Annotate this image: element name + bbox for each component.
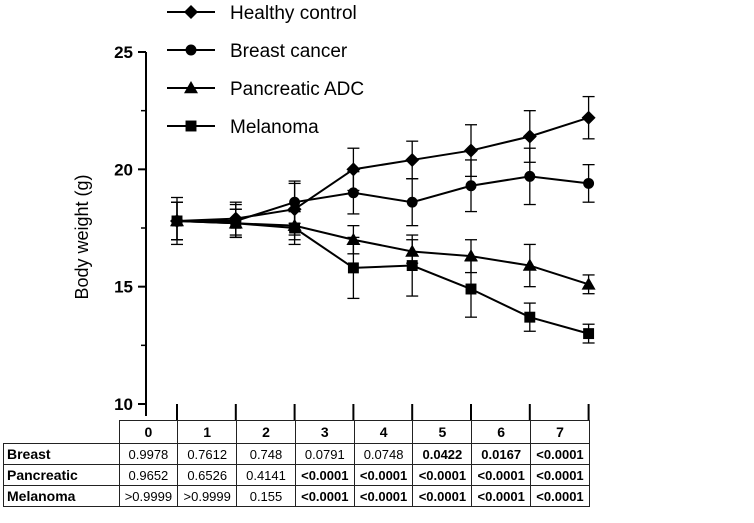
series-layer: [170, 95, 596, 344]
y-axis-title: Body weight (g): [72, 174, 92, 299]
table-row: Breast 0.9978 0.7612 0.748 0.0791 0.0748 0.042…: [3, 443, 590, 465]
table-column-header: 3: [294, 420, 355, 444]
data-point-breast-cancer: [406, 196, 418, 208]
table-row-label: Pancreatic: [3, 464, 120, 486]
table-cell: >0.9999: [177, 485, 238, 507]
table-cell: 0.9978: [118, 443, 179, 465]
table-corner-cell: [3, 420, 120, 444]
table-cell: <0.0001: [294, 464, 355, 486]
table-column-header: 5: [412, 420, 473, 444]
data-point-melanoma: [347, 262, 359, 274]
data-point-melanoma: [171, 215, 183, 227]
legend-label-pancreatic-adc: Pancreatic ADC: [230, 79, 364, 100]
body-weight-chart: Healthy control Breast cancer Pancreatic A…: [72, 3, 596, 420]
legend-marker-pancreatic-adc: [184, 81, 198, 94]
legend-marker-melanoma: [185, 120, 197, 132]
y-tick-label: 10: [114, 395, 133, 414]
data-point-breast-cancer: [583, 177, 595, 189]
table-column-header: 7: [530, 420, 590, 444]
table-cell: <0.0001: [294, 485, 355, 507]
data-point-melanoma: [583, 328, 595, 340]
y-tick-label: 25: [114, 43, 133, 62]
legend: Healthy control Breast cancer Pancreatic A…: [167, 3, 364, 138]
table-column-header: 2: [236, 420, 296, 444]
y-tick-label: 20: [114, 160, 133, 179]
data-point-healthy-control: [522, 129, 537, 144]
table-cell: <0.0001: [412, 485, 473, 507]
data-point-melanoma: [406, 260, 418, 272]
table-cell: <0.0001: [530, 464, 590, 486]
legend-marker-breast-cancer: [185, 44, 197, 56]
data-point-melanoma: [524, 311, 536, 323]
data-point-healthy-control: [464, 143, 478, 158]
table-cell: <0.0001: [353, 464, 414, 486]
table-cell: <0.0001: [412, 464, 473, 486]
series-line-breast-cancer: [177, 175, 589, 222]
table-cell: <0.0001: [353, 485, 414, 507]
data-point-breast-cancer: [289, 196, 301, 208]
series-line-melanoma: [176, 219, 589, 335]
data-point-breast-cancer: [347, 187, 359, 199]
legend-marker-healthy-control: [184, 5, 198, 19]
series-line-pancreatic-adc: [176, 219, 589, 286]
data-point-pancreatic-adc: [522, 258, 537, 271]
table-column-header: 0: [118, 420, 179, 444]
data-point-pancreatic-adc: [464, 249, 478, 262]
data-point-healthy-control: [581, 110, 596, 125]
data-point-melanoma: [465, 283, 477, 295]
data-point-healthy-control: [346, 162, 361, 177]
data-point-breast-cancer: [524, 170, 536, 182]
data-point-melanoma: [230, 217, 242, 229]
data-point-pancreatic-adc: [581, 277, 596, 290]
table-cell: 0.0791: [294, 443, 355, 465]
legend-label-melanoma: Melanoma: [230, 117, 319, 138]
table-cell: >0.9999: [118, 485, 179, 507]
table-row: Pancreatic 0.9652 0.6526 0.4141 <0.0001 <0.00…: [3, 464, 590, 486]
series-melanoma: [171, 201, 595, 344]
table-cell: <0.0001: [530, 485, 590, 507]
table-column-header: 4: [353, 420, 414, 444]
table-cell: 0.0748: [353, 443, 414, 465]
table-cell: 0.0422: [412, 443, 473, 465]
legend-label-healthy-control: Healthy control: [230, 3, 357, 24]
y-tick-label: 15: [114, 278, 133, 297]
table-cell: 0.9652: [118, 464, 179, 486]
data-point-breast-cancer: [465, 180, 477, 192]
table-cell: <0.0001: [471, 485, 532, 507]
table-cell: <0.0001: [530, 443, 590, 465]
legend-label-breast-cancer: Breast cancer: [230, 41, 348, 62]
table-column-header: 6: [471, 420, 532, 444]
table-cell: 0.7612: [177, 443, 238, 465]
table-cell: <0.0001: [471, 464, 532, 486]
table-cell: 0.0167: [471, 443, 532, 465]
data-point-melanoma: [289, 222, 301, 234]
table-row: Melanoma >0.9999 >0.9999 0.155 <0.0001 <0.000…: [3, 485, 590, 507]
table-cell: 0.155: [236, 485, 296, 507]
table-column-header: 1: [177, 420, 238, 444]
data-point-healthy-control: [405, 152, 420, 167]
table-cell: 0.6526: [177, 464, 238, 486]
p-value-table: 0 1 2 3 4 5 6 7 Breast 0.9978 0.7612 0.748 0.0791 0.0…: [3, 420, 590, 507]
table-row-label: Breast: [3, 443, 120, 465]
table-row-label: Melanoma: [3, 485, 120, 507]
y-axis: 10 15 20 25: [114, 43, 590, 420]
table-cell: 0.748: [236, 443, 296, 465]
table-cell: 0.4141: [236, 464, 296, 486]
